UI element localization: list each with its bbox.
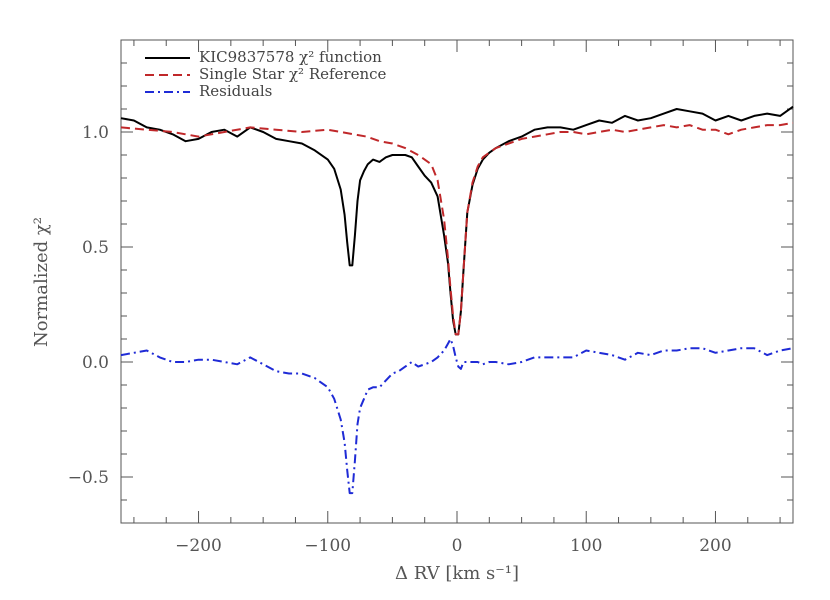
x-axis-title: Δ RV [km s⁻¹] [395, 563, 519, 584]
series-line-0 [120, 105, 794, 336]
x-tick-label: 0 [452, 536, 463, 556]
x-tick-label: −200 [175, 536, 222, 556]
y-tick-label: 0.5 [82, 238, 109, 258]
series-line-1 [120, 121, 794, 336]
y-tick-label: 1.0 [82, 123, 109, 143]
legend-label: Residuals [199, 82, 272, 100]
y-tick-label: −0.5 [68, 468, 109, 488]
x-tick-label: −100 [304, 536, 351, 556]
x-tick-label: 100 [570, 536, 602, 556]
axis-ticks: −200 −100 0 100 200 −0.5 0.0 0.5 1.0 [68, 40, 793, 556]
legend-label: Single Star χ² Reference [199, 65, 387, 83]
series-layer [120, 105, 794, 495]
x-tick-label: 200 [699, 536, 731, 556]
legend-label: KIC9837578 χ² function [199, 48, 382, 66]
series-line-2 [120, 338, 794, 495]
y-tick-label: 0.0 [82, 353, 109, 373]
y-axis-title: Normalized χ² [31, 217, 52, 347]
